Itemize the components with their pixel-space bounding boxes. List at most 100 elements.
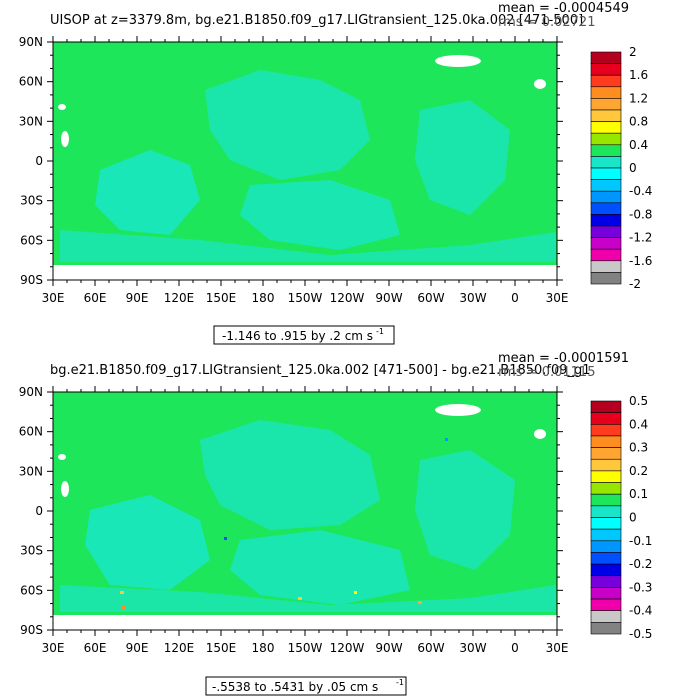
panel-2-anomaly-speck [298,597,302,600]
colorbar-label: 0.4 [629,138,648,152]
panel-1-island-west-2 [61,131,69,147]
panel-2-anomaly-speck [418,601,422,604]
colorbar-swatch [590,505,622,518]
panel-2-island-west [58,454,66,460]
panel-2-greenland [435,404,481,416]
colorbar-label: -2 [629,277,641,291]
panel-2-y-axis: 90N 60N 30N 0 30S 60S 90S [19,385,563,637]
colorbar-label: -0.2 [629,557,652,571]
colorbar-label: 1.6 [629,68,648,82]
panel-2-contour-info: -.5538 to .5431 by .05 cm s [212,680,378,694]
colorbar-swatch [590,482,622,495]
panel-2-region-west-pacific [200,420,380,530]
colorbar-label: -1.6 [629,254,652,268]
colorbar-label: 0.4 [629,417,648,431]
panel-2-region-south-pacific [230,530,410,605]
colorbar-swatch [590,423,622,437]
panel-2-contour-info-box: -.5538 to .5431 by .05 cm s -1 [205,676,407,696]
x-tick-label: 90E [126,291,149,305]
x-tick-label: 180 [252,291,275,305]
colorbar-swatch [590,540,622,553]
colorbar-swatch [590,156,622,169]
panel-1-antarctic-land [53,265,557,280]
x-tick-label: 60W [417,291,444,305]
y-tick-label: 0 [35,154,43,168]
colorbar-swatch [590,260,622,273]
panel-2-contour-info-superscript: -1 [396,678,404,687]
panel-2-anomaly-speck [445,438,448,441]
colorbar-label: -0.3 [629,580,652,594]
x-tick-label: 30E [42,291,65,305]
colorbar-label: 0 [629,161,637,175]
panel-2-map [53,392,557,630]
x-tick-label: 30W [459,291,486,305]
colorbar-label: 0.1 [629,487,648,501]
colorbar-label: 0.2 [629,464,648,478]
colorbar-swatch [590,225,622,238]
colorbar-swatch [590,575,622,588]
x-tick-label: 150E [206,291,237,305]
colorbar-swatch [590,63,622,76]
panel-2-anomaly-speck [121,606,125,609]
panel-1-region-southern-ocean [60,230,556,262]
panel-2: bg.e21.B1850.f09_g17.LIGtransient_125.0k… [19,351,652,696]
panel-2-region-atlantic [415,450,515,570]
panel-1-y-axis: 90N 60N 30N 0 30S 60S 90S [19,35,563,287]
panel-2-colorbar: 0.5 0.4 0.3 0.2 0.1 0 -0.1 -0.2 -0.3 -0.4 -0.5 [590,394,652,641]
x-tick-label: 30W [459,641,486,655]
colorbar-swatch [590,587,622,600]
colorbar-swatch [590,248,622,262]
colorbar-swatch [590,458,622,472]
panel-1-x-axis: 30E 60E 90E 120E 150E 180 150W 120W 90W 60W 30W 0 30… [42,36,569,305]
colorbar-swatch [590,214,622,227]
colorbar-label: 0.8 [629,115,648,129]
colorbar-label: 0 [629,511,637,525]
colorbar-swatch [590,272,622,285]
panel-1-region-south-pacific [240,180,400,250]
panel-1-map [53,42,557,280]
colorbar-swatch [590,435,622,448]
panel-1-title: UISOP at z=3379.8m, bg.e21.B1850.f09_g17… [50,13,583,28]
x-tick-label: 90E [126,641,149,655]
colorbar-swatch [590,109,622,122]
colorbar-swatch [590,470,622,483]
y-tick-label: 30N [19,464,43,478]
x-tick-label: 60W [417,641,444,655]
x-tick-label: 120W [330,291,365,305]
colorbar-swatch [590,51,622,64]
colorbar-label: 2 [629,45,637,59]
panel-1-region-indian-ocean [95,150,200,235]
panel-2-title: bg.e21.B1850.f09_g17.LIGtransient_125.0k… [50,363,591,378]
panel-2-antarctic-land [53,615,557,630]
x-tick-label: 30E [546,291,569,305]
colorbar-label: -0.1 [629,534,652,548]
x-tick-label: 60E [84,641,107,655]
colorbar-swatch [590,167,622,180]
colorbar-swatch [590,132,622,146]
x-tick-label: 150W [288,641,323,655]
y-tick-label: 0 [35,504,43,518]
colorbar-swatch [590,563,622,577]
y-tick-label: 60S [20,583,43,597]
colorbar-swatch [590,237,622,250]
x-tick-label: 120E [164,641,195,655]
panel-2-region-southern-ocean [60,585,556,612]
x-tick-label: 120W [330,641,365,655]
colorbar-label: -0.5 [629,627,652,641]
colorbar-label: 1.2 [629,91,648,105]
panel-2-x-axis: 30E 60E 90E 120E 150E 180 150W 120W 90W 60W 30W 0 30… [42,386,568,655]
colorbar-label: 0.3 [629,441,648,455]
x-tick-label: 0 [511,291,519,305]
colorbar-swatch [590,517,622,530]
panel-1-region-west-pacific [205,70,370,180]
colorbar-swatch [590,598,622,611]
colorbar-swatch [590,610,622,623]
colorbar-label: -0.8 [629,207,652,221]
colorbar-swatch [590,121,622,134]
colorbar-swatch [590,190,622,204]
y-tick-label: 90N [19,385,43,399]
panel-1-greenland [435,55,481,67]
y-tick-label: 30S [20,194,43,208]
panel-1-rms: rms = 0.02721 [498,15,595,30]
